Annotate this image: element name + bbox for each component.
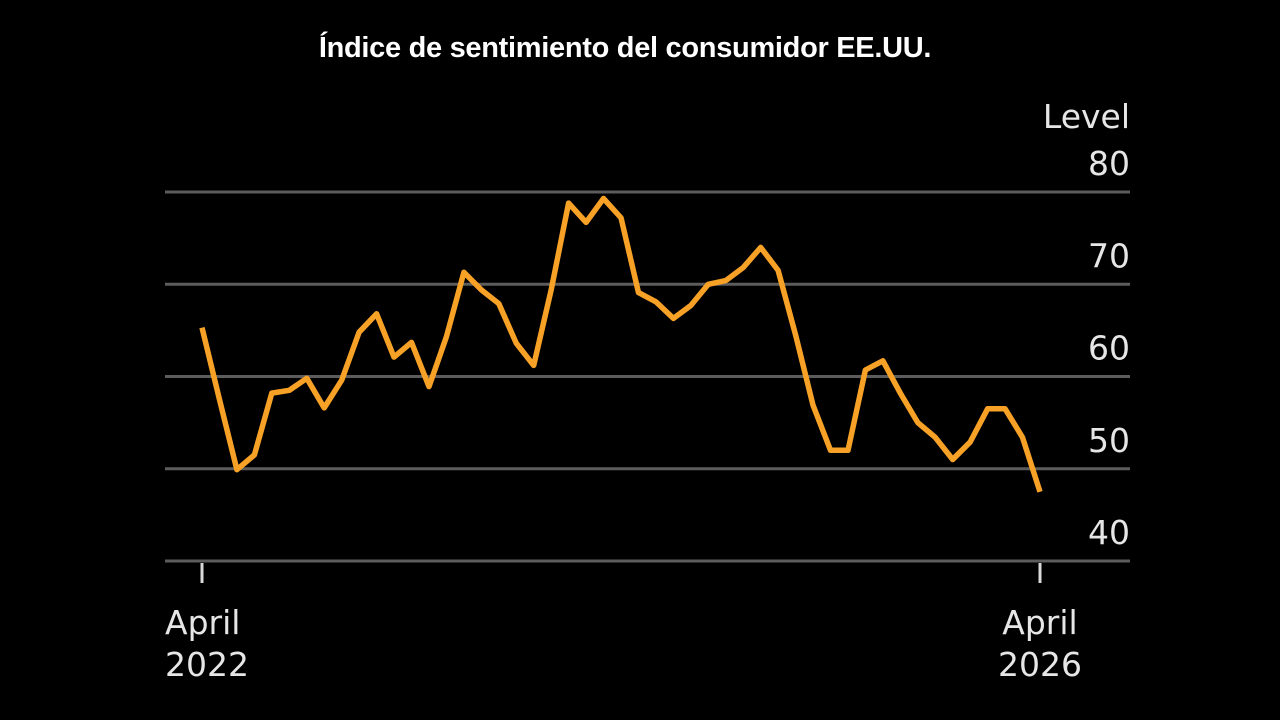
y-tick-label-60: 60 [1088,329,1130,368]
y-tick-labels: 80 70 60 50 40 [1088,144,1130,552]
y-tick-label-80: 80 [1088,144,1130,183]
series-consumer-sentiment [199,195,1043,493]
x-tick-label-year: 2022 [165,645,249,684]
gridlines [165,190,1130,563]
series-line [199,195,1043,493]
y-tick-label-70: 70 [1088,236,1130,275]
x-tick-label-month: April [1002,603,1077,642]
chart-title: Índice de sentimiento del consumidor EE.… [318,32,932,64]
y-tick-label-50: 50 [1088,421,1130,460]
x-tick-label-year: 2026 [998,645,1082,684]
y-tick-label-40: 40 [1088,513,1130,552]
y-axis-label: Level [1043,97,1130,136]
x-tick-label-month: April [165,603,240,642]
